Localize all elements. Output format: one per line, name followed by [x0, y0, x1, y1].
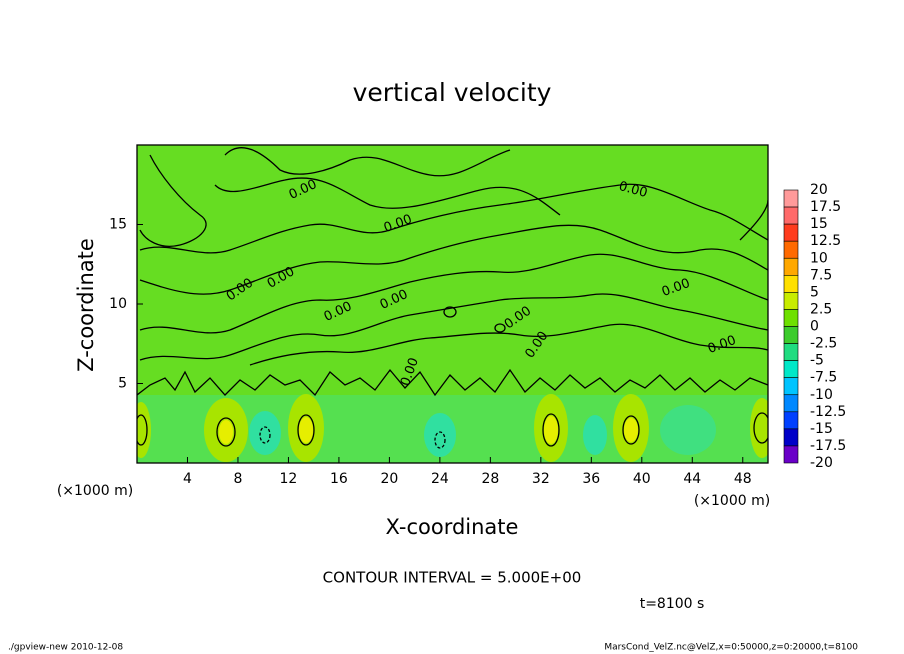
x-tick-label: 48: [734, 471, 752, 487]
colorbar-swatch: [783, 275, 799, 293]
colorbar-label: 15: [810, 216, 828, 232]
colorbar-label: -15: [810, 421, 833, 437]
colorbar-swatch: [783, 360, 799, 378]
colorbar-label: 17.5: [810, 199, 841, 215]
footer-left: ./gpview-new 2010-12-08: [8, 643, 123, 653]
colorbar-label: 20: [810, 182, 828, 198]
field: [137, 145, 768, 463]
colorbar-label: 12.5: [810, 233, 841, 249]
colorbar-label: 7.5: [810, 267, 832, 283]
x-tick-label: 32: [532, 471, 550, 487]
x-tick-label: 8: [233, 471, 242, 487]
colorbar-label: -7.5: [810, 370, 837, 386]
colorbar-swatch: [783, 189, 799, 208]
colorbar-swatch: [783, 257, 799, 276]
colorbar-label: 0: [810, 319, 819, 335]
x-tick-label: 36: [582, 471, 600, 487]
y-axis-label: Z-coordinate: [74, 238, 98, 372]
colorbar-label: -2.5: [810, 336, 837, 352]
x-tick-label: 24: [431, 471, 449, 487]
colorbar-label: -10: [810, 387, 833, 403]
colorbar-swatch: [783, 240, 799, 259]
x-tick-label: 44: [683, 471, 701, 487]
chart-title: vertical velocity: [353, 78, 552, 107]
time-label: t=8100 s: [640, 596, 705, 612]
colorbar-swatch: [783, 377, 799, 396]
colorbar-swatch: [783, 206, 799, 225]
colorbar-swatch: [783, 445, 799, 464]
colorbar-label: -20: [810, 455, 833, 471]
footer-right: MarsCond_VelZ.nc@VelZ,x=0:50000,z=0:2000…: [604, 643, 858, 653]
colorbar-swatch: [783, 309, 799, 327]
contour-label: 0.00: [617, 179, 649, 201]
colorbar-swatch: [783, 292, 799, 310]
colorbar-swatch: [783, 326, 799, 344]
x-tick-label: 28: [481, 471, 499, 487]
y-tick-label: 10: [109, 296, 127, 312]
contour-interval: CONTOUR INTERVAL = 5.000E+00: [323, 569, 582, 587]
colorbar-swatch: [783, 394, 799, 413]
x-tick-label: 12: [280, 471, 298, 487]
x-tick-label: 16: [330, 471, 348, 487]
colorbar-label: 2.5: [810, 301, 832, 317]
colorbar-swatch: [783, 428, 799, 447]
x-tick-label: 4: [183, 471, 192, 487]
colorbar-label: 10: [810, 250, 828, 266]
y-tick-label: 5: [118, 376, 127, 392]
x-tick-label: 40: [633, 471, 651, 487]
y-unit-label: (×1000 m): [57, 483, 133, 499]
colorbar-label: -12.5: [810, 404, 846, 420]
colorbar-label: -5: [810, 353, 824, 369]
colorbar-swatch: [783, 343, 799, 361]
y-tick-label: 15: [109, 217, 127, 233]
x-axis-label: X-coordinate: [386, 515, 519, 539]
colorbar-label: -17.5: [810, 438, 846, 454]
colorbar-swatch: [783, 223, 799, 242]
colorbar-swatch: [783, 411, 799, 430]
x-unit-label: (×1000 m): [694, 493, 770, 509]
x-tick-label: 20: [380, 471, 398, 487]
colorbar-label: 5: [810, 284, 819, 300]
